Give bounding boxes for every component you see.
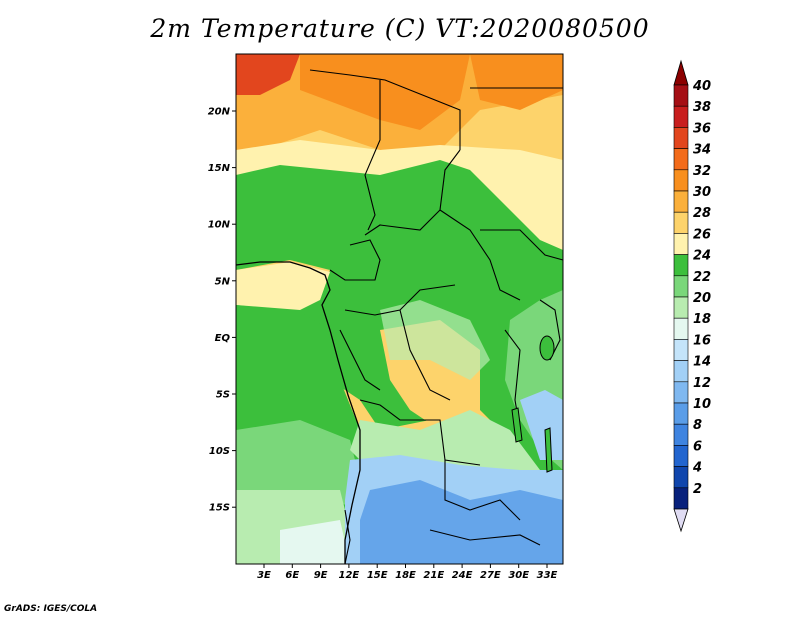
colorbar-label: 32	[693, 164, 711, 179]
colorbar-swatch	[673, 381, 689, 404]
lon-tick-label: 6E	[285, 570, 299, 581]
lakes	[511, 335, 555, 473]
lat-tick-label: 15S	[209, 503, 230, 514]
colorbar-label: 4	[692, 461, 702, 476]
colorbar-label: 40	[692, 79, 711, 94]
lat-tick-label: EQ	[215, 333, 231, 344]
lake-tanganyika	[511, 407, 523, 443]
lake-victoria	[539, 335, 555, 361]
colorbar-label: 14	[693, 355, 711, 370]
colorbar-swatch	[673, 423, 689, 446]
colorbar-swatch	[673, 254, 689, 277]
colorbar-label: 10	[693, 397, 711, 412]
colorbar-label: 18	[693, 312, 711, 327]
colorbar: 40 38 36 34 32 30 28 26 24 22 20 18 16 14 12 10 8 6 4 2	[673, 59, 711, 533]
region-south-cyan	[280, 520, 350, 564]
colorbar-label: 24	[693, 249, 711, 264]
lon-tick-label: 15E	[367, 570, 388, 581]
lat-tick-label: 15N	[208, 163, 231, 174]
colorbar-label: 22	[693, 270, 711, 285]
colorbar-label: 38	[693, 100, 711, 115]
colorbar-label: 6	[693, 439, 702, 454]
region-east-blue	[520, 390, 563, 460]
colorbar-swatch	[673, 105, 689, 128]
latitude-axis: 20N 15N 10N 5N EQ 5S 10S 15S	[208, 107, 236, 514]
colorbar-swatch	[673, 445, 689, 467]
region-south-blue	[360, 480, 563, 564]
lon-tick-label: 27E	[480, 570, 501, 581]
colorbar-label: 20	[693, 291, 711, 306]
colorbar-swatch	[673, 211, 689, 234]
colorbar-swatch	[673, 466, 689, 489]
lon-tick-label: 21E	[423, 570, 444, 581]
colorbar-swatch	[673, 402, 689, 425]
colorbar-label: 12	[693, 376, 711, 391]
grads-credit: GrADS: IGES/COLA	[4, 604, 98, 614]
colorbar-swatch	[673, 84, 689, 107]
coastline	[235, 261, 361, 564]
lake-malawi	[544, 427, 553, 473]
region-atlantic-light	[236, 420, 360, 505]
colorbar-swatch	[673, 360, 689, 383]
colorbar-label: 36	[693, 121, 711, 136]
lat-tick-label: 10S	[209, 446, 230, 457]
lon-tick-label: 3E	[257, 570, 271, 581]
lat-tick-label: 5N	[215, 276, 231, 287]
colorbar-label: 30	[693, 185, 711, 200]
lon-tick-label: 18E	[395, 570, 416, 581]
colorbar-swatch	[673, 127, 689, 149]
colorbar-label: 34	[693, 143, 711, 158]
map-field	[236, 54, 563, 564]
colorbar-swatch	[673, 275, 689, 298]
longitude-axis: 3E 6E 9E 12E 15E 18E 21E 24E 27E 30E 33E	[257, 564, 558, 581]
colorbar-swatch	[673, 190, 689, 213]
lat-tick-label: 5S	[216, 390, 230, 401]
colorbar-label: 26	[693, 227, 711, 242]
region-north-hot	[300, 54, 470, 130]
colorbar-swatch	[673, 169, 689, 192]
lon-tick-label: 24E	[452, 570, 473, 581]
colorbar-swatch	[673, 317, 689, 340]
chart-title: 2m Temperature (C) VT:2020080500	[150, 14, 650, 43]
colorbar-swatch	[673, 339, 689, 361]
lon-tick-label: 30E	[508, 570, 529, 581]
colorbar-top-arrow	[673, 59, 689, 86]
colorbar-swatch	[673, 233, 689, 255]
colorbar-label: 28	[693, 206, 711, 221]
lat-tick-label: 10N	[208, 220, 231, 231]
colorbar-swatch	[673, 148, 689, 171]
colorbar-swatch	[673, 487, 689, 510]
colorbar-label: 16	[693, 333, 711, 348]
colorbar-label: 8	[693, 418, 702, 433]
region-northeast-hot	[470, 54, 563, 110]
map-frame	[235, 53, 564, 565]
lon-tick-label: 12E	[339, 570, 360, 581]
region-south-lightgreen	[350, 410, 540, 470]
colorbar-label: 2	[693, 482, 702, 497]
lat-tick-label: 20N	[208, 107, 231, 118]
lon-tick-label: 33E	[537, 570, 558, 581]
colorbar-swatch	[673, 296, 689, 319]
region-northwest-hot	[236, 54, 300, 95]
country-borders	[309, 69, 564, 565]
region-congo-light	[380, 300, 490, 380]
lon-tick-label: 9E	[314, 570, 328, 581]
colorbar-bottom-arrow	[673, 508, 689, 533]
region-gulf-guinea	[236, 262, 330, 310]
